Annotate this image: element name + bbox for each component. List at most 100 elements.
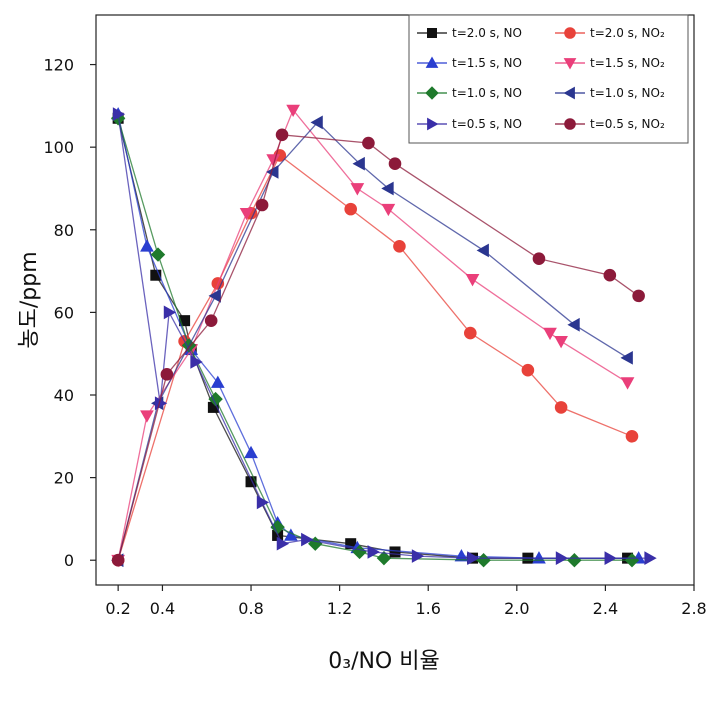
data-point [352,156,365,171]
data-point [256,495,270,510]
data-point [376,550,392,566]
legend-label: t=2.0 s, NO [452,26,522,40]
y-tick-label: 40 [54,386,74,405]
data-point [210,375,225,388]
tick-marks [90,63,695,591]
x-tick-label: 2.0 [504,599,529,618]
data-point [350,183,365,196]
legend-label: t=0.5 s, NO [452,117,522,131]
series-group [110,104,657,568]
legend-item: t=1.5 s, NO₂ [555,56,665,70]
legend-label: t=1.5 s, NO₂ [590,56,665,70]
data-point [411,549,425,563]
x-tick-label: 2.8 [681,599,706,618]
x-tick-label: 1.2 [327,599,352,618]
data-point [467,551,480,566]
data-point [543,327,557,341]
legend-label: t=1.5 s, NO [452,56,522,70]
legend-item: t=0.5 s, NO [417,117,522,131]
data-point [381,203,396,217]
y-tick-label: 120 [43,56,74,75]
data-point [603,268,617,282]
data-point [644,551,657,566]
data-point [620,377,635,390]
data-point [190,355,203,369]
y-tick-label: 20 [54,469,74,488]
legend-marker [563,58,577,70]
series-5 [110,111,640,568]
y-tick-label: 80 [54,221,74,240]
legend-item: t=1.5 s, NO [417,56,522,70]
data-point [111,553,125,567]
x-tick-label: 2.4 [593,599,618,618]
data-point [179,315,191,327]
legend-marker [564,118,576,130]
legend-label: t=1.0 s, NO₂ [590,86,665,100]
data-point [163,305,177,320]
series-7 [112,107,657,566]
legend-label: t=0.5 s, NO₂ [590,117,665,131]
series-line [117,134,639,561]
data-point [239,207,254,221]
data-point [464,326,477,340]
data-point [362,136,375,150]
data-point [389,546,401,558]
data-point [275,128,289,142]
data-point [301,532,314,547]
axes: 0₃/NO 비율 농도/ppm 0.2 0.4 0.8 1.2 1.6 2.0 2.4 2.8… [17,56,707,674]
y-tick-label: 60 [54,303,74,322]
legend: t=2.0 s, NO t=2.0 s, NO₂ t=1.5 s, NO t=1.5 … [408,14,689,144]
data-point [345,538,357,550]
data-point [286,104,300,118]
data-point [140,410,154,423]
data-point [567,317,580,332]
data-point [620,350,633,365]
legend-label: t=2.0 s, NO₂ [590,26,665,40]
y-tick-label: 0 [64,551,74,570]
data-point [554,336,568,349]
legend-marker [425,56,439,68]
data-point [310,115,323,130]
legend-marker [563,86,575,100]
legend-marker [425,86,439,100]
series-8 [111,128,645,567]
data-point [604,551,617,566]
data-point [632,289,645,303]
data-point [367,545,380,559]
legend-marker [427,28,437,38]
legend-item: t=2.0 s, NO [417,26,522,40]
legend-label: t=1.0 s, NO [452,86,522,100]
legend-item: t=2.0 s, NO₂ [555,26,665,40]
legend-item: t=1.0 s, NO [417,86,522,100]
x-tick-label: 0.2 [105,599,130,618]
data-point [208,289,221,303]
data-point [476,243,489,258]
data-point [140,239,154,252]
data-point [244,445,258,459]
data-point [521,363,535,377]
x-tick-label: 0.4 [150,599,175,618]
x-tick-label: 0.8 [238,599,263,618]
data-point [150,269,162,281]
data-point [255,198,269,212]
x-axis-title: 0₃/NO 비율 [328,649,439,674]
legend-item: t=1.0 s, NO₂ [555,86,665,100]
data-point [160,368,174,381]
data-point [393,240,406,253]
data-point [532,252,546,265]
legend-marker [427,117,439,131]
data-point [555,551,569,566]
y-tick-label: 100 [43,138,74,157]
legend-marker [564,27,576,39]
data-point [276,536,290,551]
legend-box [408,14,689,144]
data-point [554,401,568,414]
data-point [465,274,480,287]
data-point [388,157,402,170]
data-point [112,107,126,121]
data-point [150,247,166,262]
data-point [625,430,639,443]
data-point [381,181,394,196]
